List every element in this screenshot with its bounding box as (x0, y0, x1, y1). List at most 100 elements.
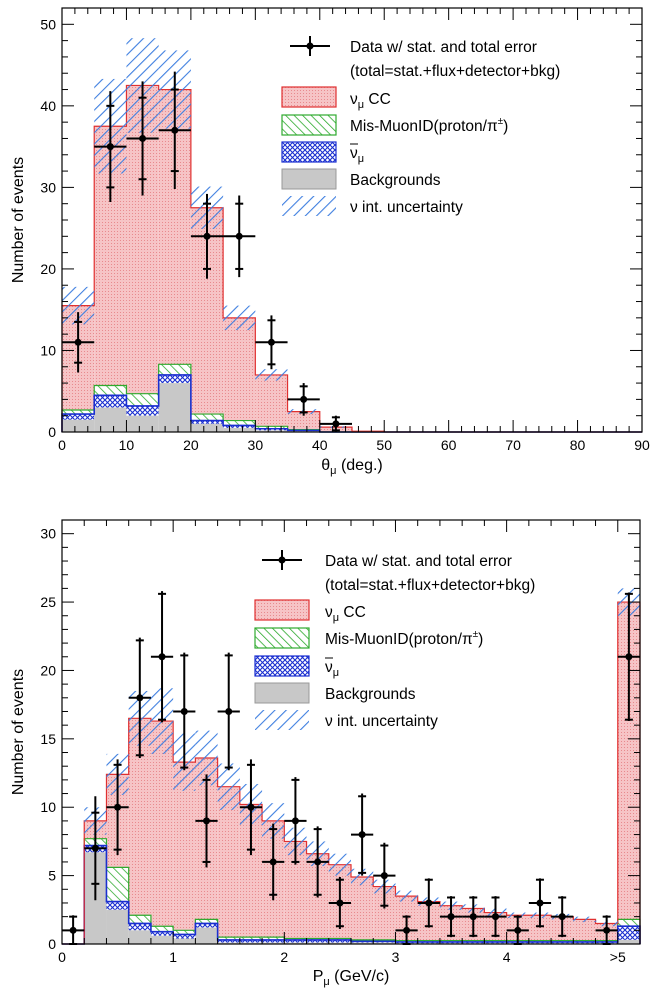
nubar-bar (255, 428, 288, 431)
data-point (106, 759, 129, 856)
data-point (239, 759, 263, 856)
cc-bar (573, 919, 596, 941)
misid-bar (223, 420, 256, 426)
data-point (319, 415, 352, 432)
y-tick-label: 5 (48, 868, 56, 884)
x-tick-label: 60 (441, 437, 457, 453)
data-point (284, 777, 307, 865)
data-point (528, 878, 552, 928)
misid-bar (255, 426, 288, 429)
theta-y-axis-title: Number of events (10, 157, 27, 283)
x-tick-label: 50 (376, 437, 392, 453)
data-point (94, 91, 127, 203)
y-tick-label: 0 (48, 424, 56, 440)
momentum-panel: 0 1 2 3 4 >5 0 5 10 15 20 25 30 Number of events Pμ … (10, 519, 641, 988)
cc-bar (528, 915, 552, 941)
legend-nubar-entry: νμ (254, 655, 339, 679)
x-tick-label: 90 (634, 437, 650, 453)
cc-bar (351, 876, 374, 940)
y-tick-label: 50 (40, 16, 56, 32)
bkg-swatch-icon (254, 682, 310, 704)
data-point (287, 383, 320, 416)
cc-bar (617, 602, 640, 920)
x-tick-label: 20 (183, 437, 199, 453)
y-tick-label: 10 (40, 342, 56, 358)
uncertainty-band (395, 890, 418, 902)
nubar-bar (223, 425, 256, 428)
data-point (439, 896, 463, 938)
legend-data-note: (total=stat.+flux+detector+bkg) (350, 63, 560, 80)
data-point (195, 774, 218, 868)
data-point (158, 71, 191, 190)
data-point (62, 915, 85, 945)
misid-bar (262, 937, 285, 940)
data-point (351, 793, 374, 876)
nubar-bar (150, 931, 174, 936)
bkg-bar (328, 942, 351, 944)
legend-cc-label: νμ CC (350, 91, 391, 111)
uncertainty-band (223, 305, 256, 331)
data-point (373, 842, 396, 909)
bkg-bar (262, 942, 285, 944)
x-tick-label: 0 (58, 437, 66, 453)
uncertainty-band (195, 730, 218, 786)
x-tick-label: >5 (610, 949, 626, 965)
cc-bar (223, 317, 256, 421)
y-tick-label: 40 (40, 98, 56, 114)
misid-swatch-icon (254, 627, 310, 649)
momentum-y-axis-title: Number of events (10, 669, 27, 795)
bkg-bar (190, 423, 224, 432)
legend-misid-entry: Mis-MuonID(proton/π±) (281, 114, 508, 136)
nubar-bar (62, 414, 95, 420)
theta-axes: 0 10 20 30 40 50 60 70 80 90 0 10 20 30 40 50 (40, 7, 650, 453)
uncertainty-band (262, 803, 285, 839)
data-point (306, 826, 329, 898)
legend-data-label: Data w/ stat. and total error (350, 39, 537, 56)
data-point (462, 896, 485, 938)
cc-bar (373, 886, 396, 940)
theta-x-axis-title: θμ (deg.) (321, 457, 383, 477)
unc-swatch-icon (255, 710, 309, 730)
cc-bar (128, 718, 151, 916)
bkg-bar (158, 383, 191, 432)
uncertainty-band (351, 868, 374, 886)
legend-unc-entry: ν int. uncertainty (282, 196, 463, 216)
data-point (190, 193, 224, 279)
legend-nubar-entry: νμ (281, 141, 364, 165)
theta-panel: 0 10 20 30 40 50 60 70 80 90 0 10 20 30 40 50 Number of… (10, 7, 650, 477)
misid-bar (217, 937, 240, 940)
cc-bar (284, 841, 307, 939)
data-point (255, 315, 288, 370)
nubar-bar (173, 934, 196, 939)
bkg-bar (126, 415, 159, 432)
x-tick-label: 70 (505, 437, 521, 453)
cc-bar (217, 786, 240, 938)
data-point (484, 896, 507, 938)
bkg-bar (351, 942, 374, 944)
y-tick-label: 30 (40, 526, 56, 542)
y-tick-label: 10 (40, 799, 56, 815)
x-tick-label: 4 (503, 949, 511, 965)
bkg-bar (255, 430, 288, 432)
data-point (126, 81, 159, 196)
legend-cc-label: νμ CC (325, 604, 366, 624)
cc-bar (150, 721, 174, 927)
misid-bar (62, 409, 95, 415)
data-point (223, 195, 256, 278)
legend-bkg-entry: Backgrounds (254, 682, 416, 704)
cc-bar (173, 762, 196, 931)
misid-bar (239, 937, 263, 940)
bkg-bar (195, 927, 218, 944)
nubar-outline (62, 844, 641, 945)
misid-bar (106, 867, 129, 902)
uncertainty-band (217, 763, 240, 810)
nubar-bar (306, 939, 329, 943)
nubar-swatch-icon (281, 141, 337, 163)
misid-bar (195, 919, 218, 924)
misid-bar (150, 926, 174, 932)
x-tick-label: 80 (570, 437, 586, 453)
bkg-swatch-icon (281, 168, 337, 190)
data-point (150, 591, 174, 723)
data-point (173, 652, 196, 771)
